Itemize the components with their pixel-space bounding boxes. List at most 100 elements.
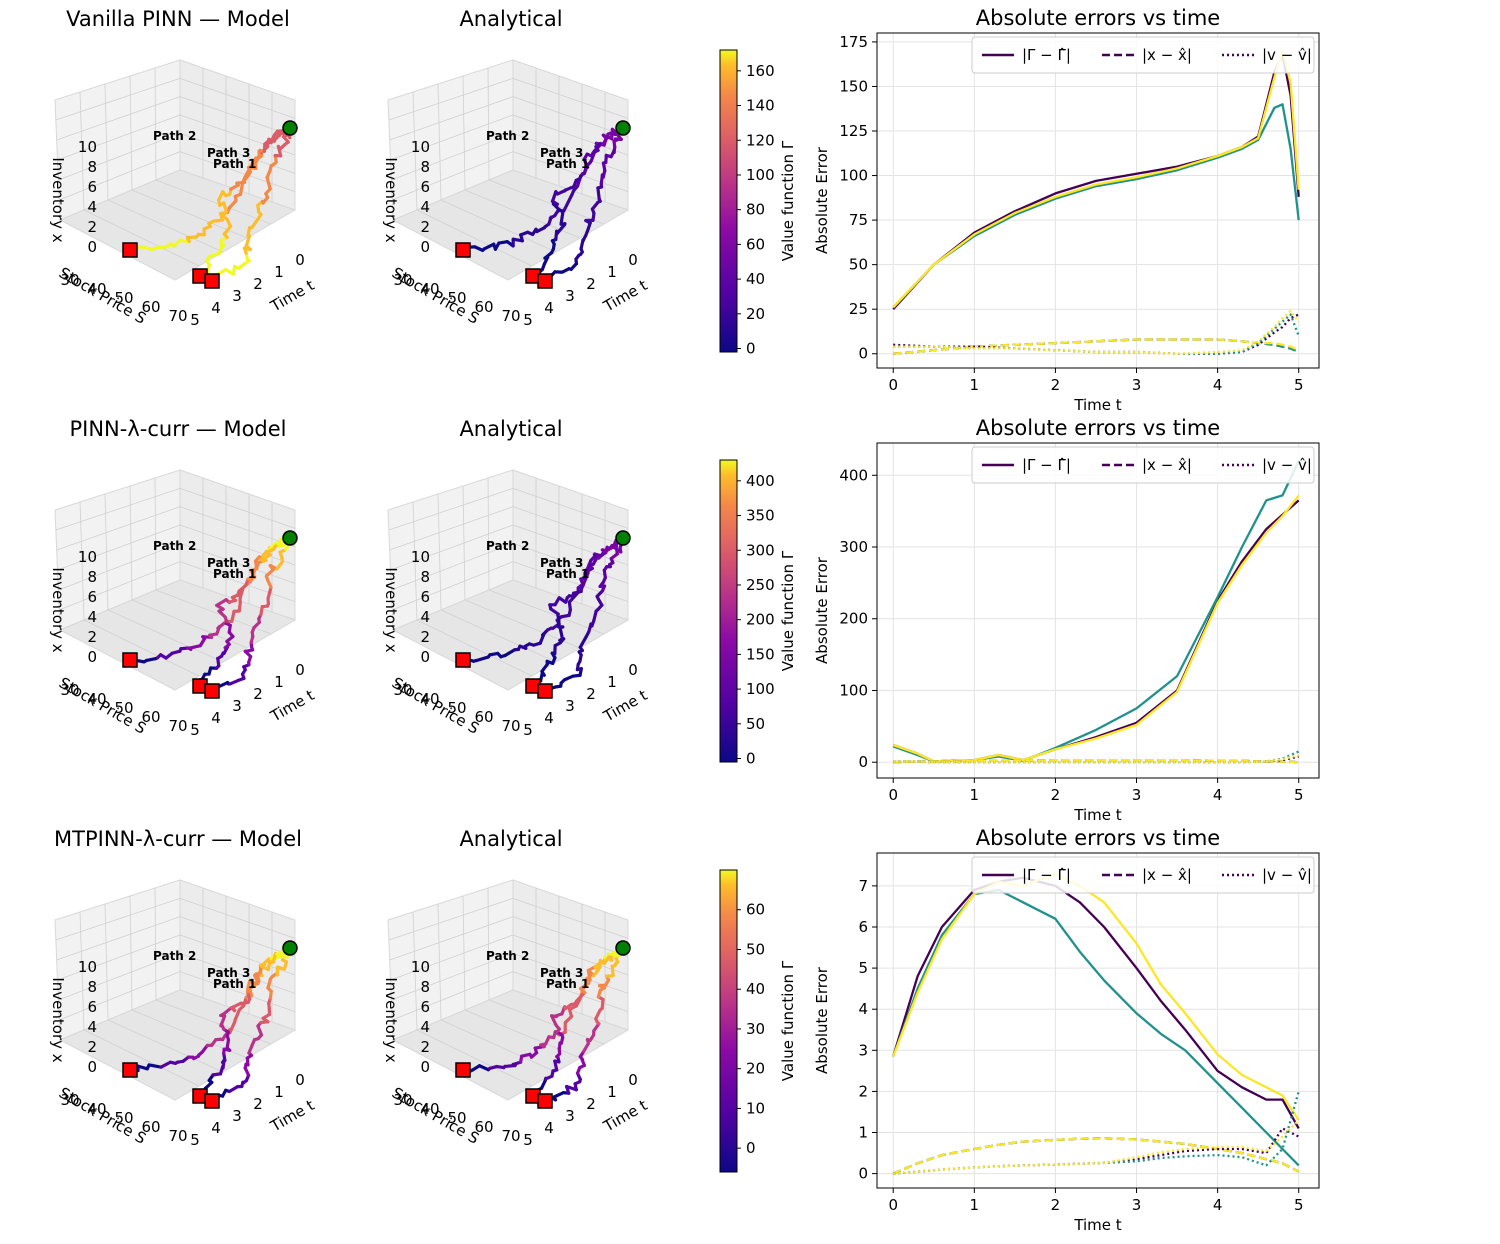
grid-line bbox=[440, 609, 557, 663]
chart-title: Absolute errors vs time bbox=[976, 6, 1220, 30]
t-tick-label: 1 bbox=[274, 263, 284, 281]
y-tick-label: 300 bbox=[839, 538, 868, 556]
series-line bbox=[892, 499, 1300, 763]
s-axis-label: Stock Price S bbox=[389, 264, 482, 328]
z-tick-label: 8 bbox=[420, 568, 430, 586]
series-line bbox=[893, 1119, 1300, 1175]
z-tick-label: 6 bbox=[87, 588, 97, 606]
start-marker bbox=[204, 683, 220, 699]
analytical-panel-title: Analytical bbox=[459, 417, 562, 441]
path-label: Path 1 bbox=[213, 977, 256, 991]
z-axis-label: Inventory x bbox=[382, 157, 400, 242]
y-tick-label: 175 bbox=[839, 33, 868, 51]
t-tick-label: 5 bbox=[190, 721, 200, 739]
z-tick-label: 10 bbox=[78, 548, 97, 566]
t-tick-label: 3 bbox=[232, 287, 242, 305]
x-tick-label: 2 bbox=[1051, 376, 1061, 394]
series-line bbox=[892, 1137, 1300, 1175]
t-tick-label: 5 bbox=[190, 311, 200, 329]
z-axis-label: Inventory x bbox=[382, 977, 400, 1062]
grid-line bbox=[462, 895, 466, 1011]
pane-floor bbox=[58, 579, 297, 691]
path-label: Path 2 bbox=[153, 129, 196, 143]
grid-line bbox=[79, 501, 85, 621]
t-tick-label: 4 bbox=[211, 1119, 221, 1137]
grid-line bbox=[437, 83, 442, 201]
z-tick-label: 4 bbox=[420, 608, 430, 626]
colorbar: 0 20 40 60 80 100 120 140 160 Value function Γ bbox=[719, 49, 797, 358]
colorbar-tick-label: 0 bbox=[746, 750, 756, 768]
grid-line bbox=[512, 952, 629, 994]
grid-line bbox=[512, 132, 629, 174]
path-label: Path 3 bbox=[207, 966, 250, 980]
t-tick-label: 0 bbox=[628, 1071, 638, 1089]
grid-line bbox=[512, 934, 629, 976]
x-tick-label: 2 bbox=[1051, 1196, 1061, 1214]
colorbar-tick-label: 150 bbox=[746, 645, 775, 663]
grid-line bbox=[129, 485, 133, 601]
series-line bbox=[893, 753, 1299, 764]
grid-line bbox=[512, 77, 629, 119]
end-marker bbox=[282, 120, 298, 136]
z-axis-label: Inventory x bbox=[382, 567, 400, 652]
grid-line bbox=[58, 542, 181, 591]
series-line bbox=[892, 460, 1300, 763]
grid-line bbox=[388, 897, 514, 941]
legend-label: |v − v̂| bbox=[1262, 46, 1312, 64]
trajectory-segment bbox=[230, 609, 236, 623]
grid-line bbox=[512, 151, 629, 193]
series-line bbox=[893, 338, 1300, 355]
s-axis-label: Stock Price S bbox=[56, 264, 149, 328]
t-tick-label: 3 bbox=[565, 697, 575, 715]
colorbar-tick-label: 20 bbox=[746, 305, 765, 323]
x-tick-label: 0 bbox=[888, 786, 898, 804]
grid-line bbox=[512, 897, 629, 939]
y-tick-label: 6 bbox=[858, 918, 868, 936]
s-tick-label: 30 bbox=[60, 271, 79, 289]
colorbar-tick-label: 200 bbox=[746, 611, 775, 629]
y-tick-label: 75 bbox=[849, 211, 868, 229]
path-label: Path 2 bbox=[486, 539, 529, 553]
grid-line bbox=[179, 897, 296, 939]
model-panel-title: Vanilla PINN — Model bbox=[66, 7, 290, 31]
t-axis-label: Time t bbox=[600, 276, 651, 316]
grid-line bbox=[104, 493, 109, 611]
error-chart: Absolute errors vs time 0 1 2 3 4 5 0 100 200 300 4… bbox=[813, 416, 1320, 824]
y-tick-label: 7 bbox=[858, 877, 868, 895]
grid-line bbox=[56, 506, 181, 551]
z-tick-label: 10 bbox=[411, 548, 430, 566]
trajectory-segment bbox=[147, 1063, 163, 1069]
trajectory-segment bbox=[228, 1020, 237, 1035]
grid-line bbox=[55, 77, 181, 121]
z-tick-label: 8 bbox=[87, 978, 97, 996]
path-label: Path 3 bbox=[207, 556, 250, 570]
grid-line bbox=[487, 887, 490, 1001]
grid-line bbox=[388, 487, 514, 531]
colorbar-tick-label: 80 bbox=[746, 201, 765, 219]
y-tick-label: 200 bbox=[839, 610, 868, 628]
grid-line bbox=[416, 619, 533, 677]
z-tick-label: 0 bbox=[87, 1058, 97, 1076]
x-tick-label: 3 bbox=[1132, 786, 1142, 804]
grid-line bbox=[107, 199, 224, 253]
grid-line bbox=[416, 1029, 533, 1087]
s-tick-label: 70 bbox=[501, 717, 520, 735]
s-tick-label: 50 bbox=[447, 289, 466, 307]
grid-line bbox=[391, 542, 514, 591]
grid-line bbox=[107, 609, 224, 663]
x-axis-label: Time t bbox=[1073, 1216, 1121, 1234]
grid-line bbox=[512, 506, 629, 548]
y-tick-label: 100 bbox=[839, 167, 868, 185]
path-label: Path 1 bbox=[546, 157, 589, 171]
t-tick-label: 0 bbox=[295, 1071, 305, 1089]
trajectory-segment bbox=[221, 1006, 233, 1016]
legend-label: |v − v̂| bbox=[1262, 866, 1312, 884]
t-tick-label: 3 bbox=[565, 1107, 575, 1125]
grid-line bbox=[155, 589, 272, 635]
z-tick-label: 6 bbox=[420, 588, 430, 606]
x-axis-label: Time t bbox=[1073, 396, 1121, 414]
series-line bbox=[892, 53, 1300, 310]
t-tick-label: 3 bbox=[232, 697, 242, 715]
